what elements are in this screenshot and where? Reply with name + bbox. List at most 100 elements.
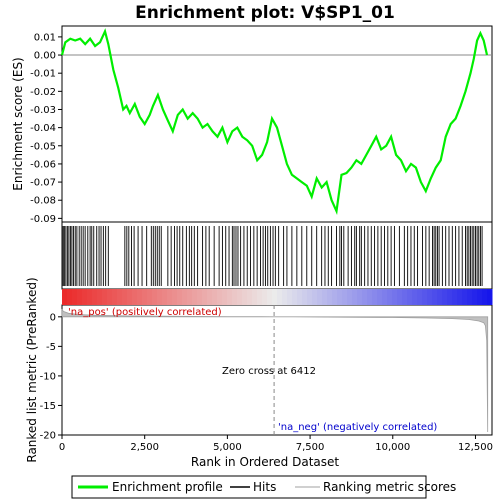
gradient-segment	[377, 289, 383, 305]
es-y-tick-label: -0.03	[30, 105, 56, 116]
gradient-segment	[97, 289, 103, 305]
gradient-segment	[327, 289, 333, 305]
chart-title: Enrichment plot: V$SP1_01	[135, 3, 395, 23]
gradient-segment	[407, 289, 413, 305]
gradient-segment	[132, 289, 138, 305]
gradient-segment	[442, 289, 448, 305]
gradient-segment	[472, 289, 478, 305]
es-y-tick-label: -0.01	[30, 69, 56, 80]
gradient-segment	[72, 289, 78, 305]
gradient-segment	[387, 289, 393, 305]
gradient-segment	[352, 289, 358, 305]
gradient-segment	[62, 289, 68, 305]
gradient-segment	[152, 289, 158, 305]
gradient-segment	[217, 289, 223, 305]
gradient-segment	[312, 289, 318, 305]
x-tick-label: 0	[59, 442, 65, 453]
gradient-segment	[317, 289, 323, 305]
pos-correlated-label: 'na_pos' (positively correlated)	[68, 307, 222, 318]
gradient-segment	[412, 289, 418, 305]
gradient-segment	[332, 289, 338, 305]
es-y-axis-label: Enrichment score (ES)	[11, 57, 25, 190]
gradient-segment	[432, 289, 438, 305]
gradient-segment	[77, 289, 83, 305]
gradient-segment	[237, 289, 243, 305]
gradient-segment	[367, 289, 373, 305]
gradient-segment	[247, 289, 253, 305]
x-tick-label: 10,000	[375, 442, 410, 453]
gradient-segment	[82, 289, 88, 305]
gradient-segment	[437, 289, 443, 305]
gradient-segment	[167, 289, 173, 305]
gradient-segment	[357, 289, 363, 305]
gradient-segment	[392, 289, 398, 305]
legend-metric-label: Ranking metric scores	[323, 480, 456, 494]
metric-y-tick-label: 0	[50, 312, 56, 323]
gradient-segment	[417, 289, 423, 305]
es-y-tick-label: -0.02	[30, 87, 56, 98]
gradient-segment	[262, 289, 268, 305]
gradient-segment	[427, 289, 433, 305]
gradient-segment	[112, 289, 118, 305]
gradient-segment	[197, 289, 203, 305]
metric-y-tick-label: -10	[40, 371, 56, 382]
metric-y-tick-label: -5	[46, 342, 56, 353]
gradient-segment	[277, 289, 283, 305]
gradient-segment	[222, 289, 228, 305]
x-tick-label: 2,500	[130, 442, 159, 453]
gradient-segment	[452, 289, 458, 305]
gradient-segment	[87, 289, 93, 305]
gradient-segment	[447, 289, 453, 305]
gradient-segment	[182, 289, 188, 305]
gradient-segment	[117, 289, 123, 305]
metric-y-tick-label: -20	[40, 431, 56, 442]
gradient-segment	[137, 289, 143, 305]
gradient-segment	[422, 289, 428, 305]
gradient-segment	[342, 289, 348, 305]
gradient-segment	[482, 289, 488, 305]
rank-gradient-bar	[62, 289, 493, 305]
gradient-segment	[402, 289, 408, 305]
gradient-segment	[212, 289, 218, 305]
es-y-tick-label: -0.06	[30, 159, 56, 170]
gradient-segment	[207, 289, 213, 305]
gradient-segment	[127, 289, 133, 305]
es-y-tick-label: -0.04	[30, 123, 56, 134]
gradient-segment	[162, 289, 168, 305]
gradient-segment	[67, 289, 73, 305]
gradient-segment	[172, 289, 178, 305]
gradient-segment	[487, 289, 493, 305]
gradient-segment	[192, 289, 198, 305]
es-y-tick-label: -0.09	[30, 214, 56, 225]
x-tick-label: 12,500	[458, 442, 493, 453]
gradient-segment	[382, 289, 388, 305]
gradient-segment	[227, 289, 233, 305]
gradient-segment	[287, 289, 293, 305]
es-y-tick-label: 0.01	[34, 32, 56, 43]
metric-y-axis-label: Ranked list metric (PreRanked)	[25, 277, 39, 462]
gradient-segment	[242, 289, 248, 305]
gradient-segment	[307, 289, 313, 305]
x-tick-label: 5,000	[213, 442, 242, 453]
es-y-tick-label: -0.07	[30, 178, 56, 189]
gradient-segment	[397, 289, 403, 305]
gradient-segment	[177, 289, 183, 305]
gradient-segment	[302, 289, 308, 305]
gradient-segment	[187, 289, 193, 305]
gradient-segment	[257, 289, 263, 305]
legend-enrichment-label: Enrichment profile	[112, 480, 223, 494]
gradient-segment	[232, 289, 238, 305]
gradient-segment	[252, 289, 258, 305]
es-y-tick-label: -0.08	[30, 196, 56, 207]
x-axis-label: Rank in Ordered Dataset	[191, 455, 339, 469]
gradient-segment	[462, 289, 468, 305]
gradient-segment	[267, 289, 273, 305]
gradient-segment	[272, 289, 278, 305]
gradient-segment	[297, 289, 303, 305]
gradient-segment	[477, 289, 483, 305]
metric-y-tick-label: -15	[40, 401, 56, 412]
gradient-segment	[372, 289, 378, 305]
gradient-segment	[362, 289, 368, 305]
neg-correlated-label: 'na_neg' (negatively correlated)	[278, 422, 437, 433]
